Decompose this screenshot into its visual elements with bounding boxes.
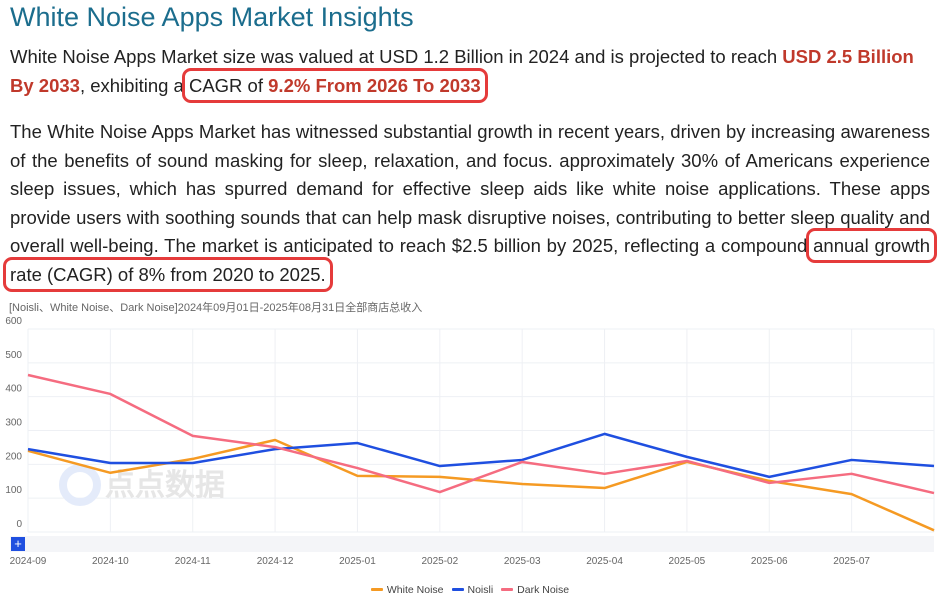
x-tick-label: 2025-05 — [669, 556, 706, 567]
x-tick-label: 2024-09 — [10, 556, 47, 567]
plus-icon: + — [14, 536, 22, 551]
x-tick-label: 2025-04 — [586, 556, 623, 567]
summary-text: , exhibiting a — [80, 75, 189, 96]
legend-swatch — [501, 588, 513, 591]
x-tick-label: 2024-12 — [257, 556, 294, 567]
cagr-highlight: CAGR of 9.2% From 2026 To 2033 — [189, 75, 481, 96]
y-tick-label: 500 — [5, 350, 22, 361]
y-tick-label: 400 — [5, 384, 22, 395]
legend-swatch — [452, 588, 464, 591]
zoom-slider-track — [10, 536, 934, 552]
watermark: 点点数据 — [105, 469, 225, 502]
legend-label: Dark Noise — [517, 584, 569, 596]
revenue-line-chart: 0 100 200 300 400 500 600 +2024-09 2024-10 2024-1… — [0, 310, 940, 575]
x-tick-label: 2025-07 — [833, 556, 870, 567]
y-tick-label: 100 — [5, 485, 22, 496]
legend-item[interactable]: Noisli — [452, 584, 494, 596]
x-tick-label: 2024-10 — [92, 556, 129, 567]
y-tick-label: 200 — [5, 451, 22, 462]
y-tick-label: 0 — [16, 519, 22, 530]
legend-item[interactable]: Dark Noise — [501, 584, 569, 596]
x-tick-label: 2024-11 — [175, 556, 211, 567]
description-text: The White Noise Apps Market has witnesse… — [10, 121, 930, 256]
cagr-value: 9.2% From 2026 To 2033 — [268, 75, 481, 96]
summary-text: White Noise Apps Market size was valued … — [10, 46, 782, 67]
legend-item[interactable]: White Noise — [371, 584, 444, 596]
legend-swatch — [371, 588, 383, 591]
legend-label: White Noise — [387, 584, 444, 596]
cagr-label: CAGR of — [189, 75, 268, 96]
legend-label: Noisli — [468, 584, 494, 596]
y-tick-label: 600 — [5, 316, 22, 327]
market-description: The White Noise Apps Market has witnesse… — [10, 118, 930, 289]
chart-legend: White Noise Noisli Dark Noise — [0, 582, 940, 596]
x-tick-label: 2025-02 — [421, 556, 458, 567]
market-summary: White Noise Apps Market size was valued … — [10, 42, 930, 100]
x-tick-label: 2025-03 — [504, 556, 541, 567]
x-tick-label: 2025-01 — [339, 556, 376, 567]
watermark-logo — [63, 468, 97, 502]
x-tick-label: 2025-06 — [751, 556, 788, 567]
y-tick-label: 300 — [5, 418, 22, 429]
page-title: White Noise Apps Market Insights — [10, 2, 414, 33]
